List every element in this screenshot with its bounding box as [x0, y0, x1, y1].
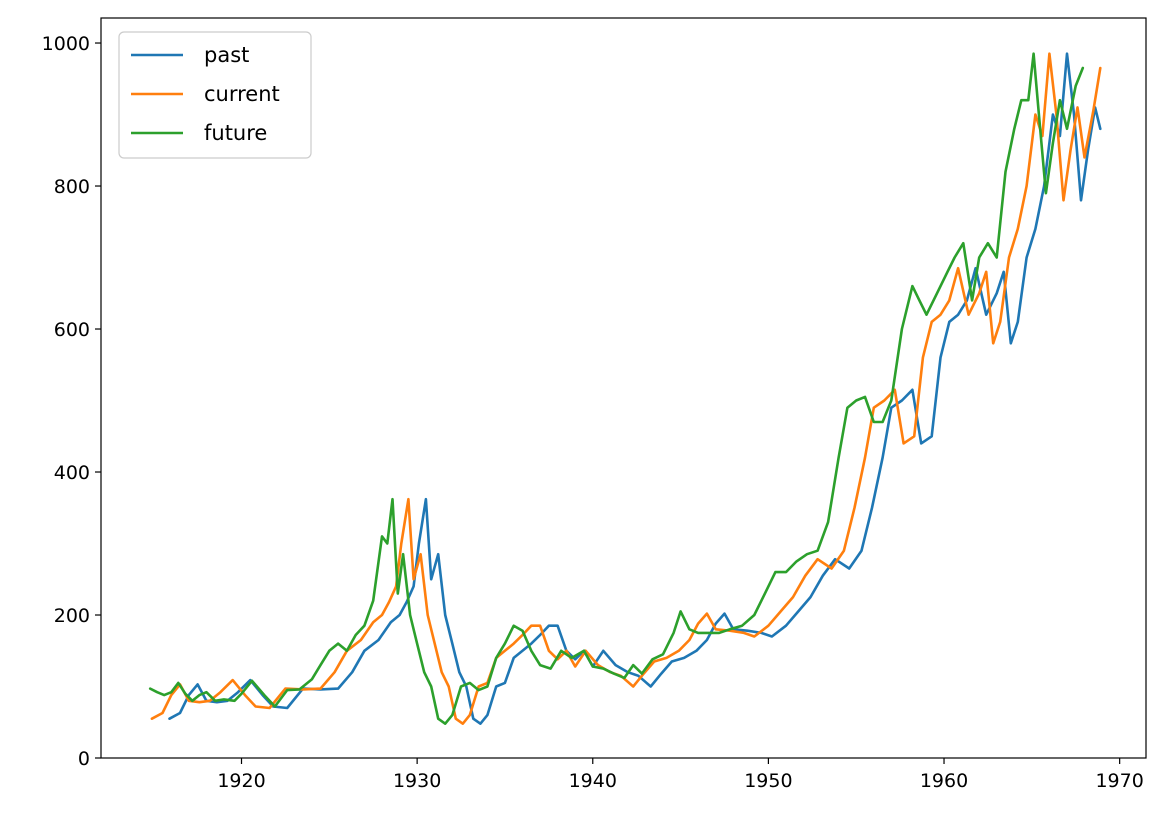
legend-label-past: past: [204, 43, 249, 67]
x-tick-label: 1950: [744, 770, 792, 792]
legend: past current future: [118, 31, 312, 159]
y-tick-label: 0: [78, 748, 90, 770]
series-line-future: [148, 52, 1085, 725]
legend-box: [118, 31, 312, 159]
y-tick-label: 1000: [42, 33, 90, 55]
x-tick-label: 1930: [393, 770, 441, 792]
y-tick-label: 200: [54, 605, 90, 627]
x-axis: 1920 1930 1940 1950 1960 1970: [217, 758, 1144, 792]
x-tick-label: 1960: [920, 770, 968, 792]
y-axis: 0 200 400 600 800 1000: [42, 33, 101, 770]
series-lines: [148, 52, 1102, 725]
x-tick-label: 1920: [217, 770, 265, 792]
legend-label-current: current: [204, 82, 280, 106]
legend-label-future: future: [204, 121, 267, 145]
y-tick-label: 600: [54, 319, 90, 341]
y-tick-label: 400: [54, 462, 90, 484]
x-tick-label: 1940: [569, 770, 617, 792]
plot-frame: [100, 17, 1147, 759]
y-tick-label: 800: [54, 176, 90, 198]
x-tick-label: 1970: [1095, 770, 1143, 792]
